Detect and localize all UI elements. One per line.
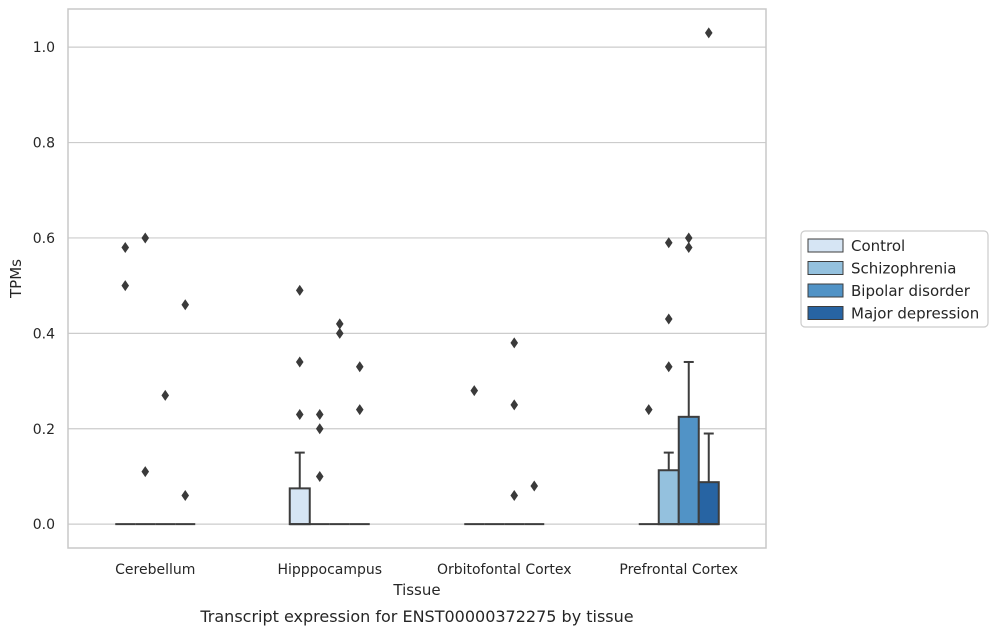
outlier-point	[664, 237, 673, 249]
legend-item-bipolar-disorder: Bipolar disorder	[807, 282, 971, 300]
outlier-point	[470, 385, 479, 397]
box-body	[697, 481, 720, 526]
outlier-point	[664, 313, 673, 325]
box-schizophrenia-prefrontal-cortex	[657, 237, 680, 526]
legend-label: Schizophrenia	[851, 260, 956, 278]
box-schizophrenia-hipppocampus	[309, 408, 330, 526]
outlier-point	[315, 470, 324, 482]
plot-frame	[67, 8, 767, 549]
legend-label: Major depression	[851, 305, 979, 323]
box-schizophrenia-cerebellum	[135, 232, 156, 526]
series-control	[115, 241, 659, 526]
outlier-point	[684, 232, 693, 244]
box-groups	[115, 27, 720, 526]
outlier-point	[315, 423, 324, 435]
outlier-point	[510, 490, 519, 502]
box-major-depression-cerebellum	[175, 299, 196, 526]
outlier-point	[121, 280, 130, 292]
series-bipolar-disorder	[155, 232, 700, 526]
series-major-depression	[175, 27, 720, 526]
legend-swatch	[807, 283, 844, 298]
legend-item-major-depression: Major depression	[807, 305, 979, 323]
x-axis-ticks: Cerebellum Hipppocampus Orbitofontal Corte…	[115, 562, 738, 578]
outlier-point	[295, 284, 304, 296]
grid-lines	[68, 46, 766, 525]
chart-caption: Transcript expression for ENST0000037227…	[199, 607, 633, 626]
box-control-cerebellum	[115, 241, 136, 526]
box-major-depression-orbitofontal-cortex	[524, 480, 545, 526]
outlier-point	[141, 466, 150, 478]
legend-swatch	[807, 261, 844, 275]
box-bipolar-disorder-cerebellum	[155, 389, 176, 526]
outlier-point	[141, 232, 150, 244]
outlier-point	[335, 327, 344, 339]
y-axis-label: TPMs	[7, 259, 25, 299]
outlier-point	[664, 361, 673, 373]
legend-item-control: Control	[807, 237, 905, 255]
box-major-depression-prefrontal-cortex	[697, 27, 720, 526]
outlier-point	[161, 389, 170, 401]
outlier-point	[684, 241, 693, 253]
x-axis-label: Tissue	[392, 581, 440, 599]
outlier-point	[355, 361, 364, 373]
outlier-point	[295, 356, 304, 368]
outlier-point	[335, 318, 344, 330]
y-tick-label: 0.6	[33, 231, 55, 247]
legend-item-schizophrenia: Schizophrenia	[807, 260, 956, 278]
y-tick-label: 0.8	[33, 136, 55, 152]
legend-swatch	[807, 306, 844, 320]
legend-frame	[800, 230, 989, 328]
box-control-orbitofontal-cortex	[464, 385, 485, 526]
x-tick-label-prefrontal-cortex: Prefrontal Cortex	[619, 562, 738, 578]
x-tick-label-cerebellum: Cerebellum	[115, 562, 195, 578]
y-tick-label: 0.0	[33, 517, 55, 533]
box-bipolar-disorder-hipppocampus	[329, 318, 350, 526]
box-control-hipppocampus	[288, 284, 311, 526]
legend-label: Control	[851, 237, 905, 255]
series-schizophrenia	[135, 232, 680, 526]
y-tick-label: 0.2	[33, 422, 55, 438]
box-body	[288, 487, 311, 526]
outlier-point	[121, 241, 130, 253]
y-axis-ticks: 0.0 0.2 0.4 0.6 0.8 1.0	[33, 40, 55, 533]
outlier-point	[181, 490, 190, 502]
outlier-point	[295, 408, 304, 420]
x-tick-label-hipppocampus: Hipppocampus	[277, 562, 382, 578]
box-control-prefrontal-cortex	[638, 404, 659, 526]
outlier-point	[644, 404, 653, 416]
outlier-point	[355, 404, 364, 416]
legend-label: Bipolar disorder	[851, 282, 971, 300]
x-tick-label-orbitofontal-cortex: Orbitofontal Cortex	[437, 562, 572, 578]
box-body	[677, 415, 700, 526]
box-bipolar-disorder-orbitofontal-cortex	[504, 337, 525, 526]
y-tick-label: 0.4	[33, 326, 55, 342]
outlier-point	[315, 408, 324, 420]
box-bipolar-disorder-prefrontal-cortex	[677, 232, 700, 526]
outlier-point	[510, 399, 519, 411]
legend: Control Schizophrenia Bipolar disorder Majo…	[800, 230, 989, 328]
outlier-point	[510, 337, 519, 349]
outlier-point	[530, 480, 539, 492]
y-tick-label: 1.0	[33, 40, 55, 56]
box-major-depression-hipppocampus	[349, 361, 370, 526]
outlier-point	[181, 299, 190, 311]
legend-swatch	[807, 238, 844, 253]
outlier-point	[704, 27, 713, 39]
box-body	[657, 469, 680, 526]
